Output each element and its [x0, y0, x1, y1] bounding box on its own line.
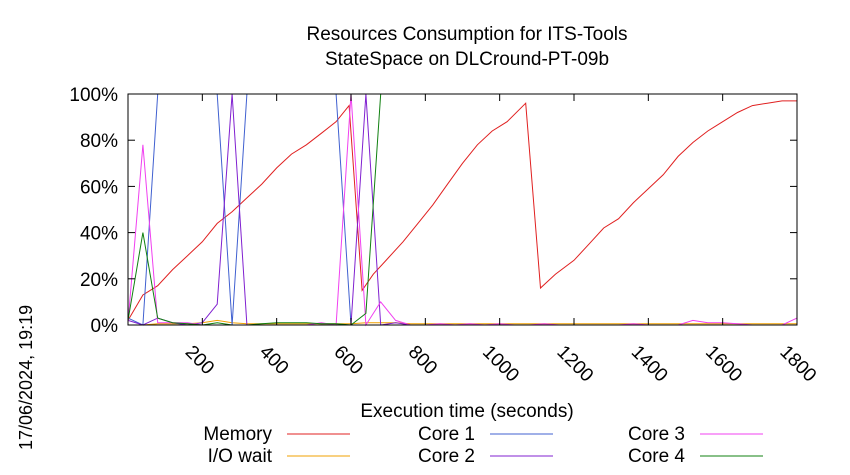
x-tick-label: 200 — [181, 342, 218, 379]
x-tick-label: 600 — [329, 342, 366, 379]
chart-subtitle: StateSpace on DLCround-PT-09b — [325, 49, 609, 70]
y-axis: 0% 20% 40% 60% 80% 100% — [69, 85, 797, 337]
series-line-core-1 — [127, 93, 797, 326]
x-axis: 200 400 600 800 1000 1200 1400 1600 1800 — [181, 94, 820, 386]
y-tick-label: 20% — [80, 270, 118, 291]
series-line-memory — [127, 100, 797, 321]
timestamp-label: 17/06/2024, 19:19 — [16, 305, 36, 450]
plot-frame — [127, 93, 798, 326]
y-tick-label: 60% — [80, 177, 118, 198]
x-tick-label: 800 — [404, 342, 441, 379]
legend-label: Memory — [203, 424, 272, 445]
legend-label: Core 1 — [418, 424, 475, 445]
x-axis-label: Execution time (seconds) — [360, 401, 573, 422]
x-tick-label: 1600 — [701, 342, 746, 387]
legend-label: Core 3 — [628, 424, 685, 445]
y-tick-label: 100% — [69, 85, 118, 106]
series-line-core-4 — [127, 93, 797, 326]
x-tick-label: 400 — [255, 342, 292, 379]
series-line-core-2 — [127, 93, 797, 326]
legend-label: I/O wait — [208, 446, 273, 467]
x-tick-label: 1200 — [552, 342, 597, 387]
x-tick-label: 1000 — [478, 342, 523, 387]
plot-series — [127, 93, 798, 327]
x-tick-label: 1800 — [775, 342, 820, 387]
legend-label: Core 2 — [418, 446, 475, 467]
legend-label: Core 4 — [628, 446, 685, 467]
y-tick-label: 0% — [91, 316, 119, 337]
y-tick-label: 40% — [80, 224, 118, 245]
y-tick-label: 80% — [80, 131, 118, 152]
series-line-i-o-wait — [128, 319, 797, 326]
series-line-core-3 — [127, 93, 798, 327]
x-tick-label: 1400 — [627, 342, 672, 387]
chart-title: Resources Consumption for ITS-Tools — [306, 24, 627, 45]
